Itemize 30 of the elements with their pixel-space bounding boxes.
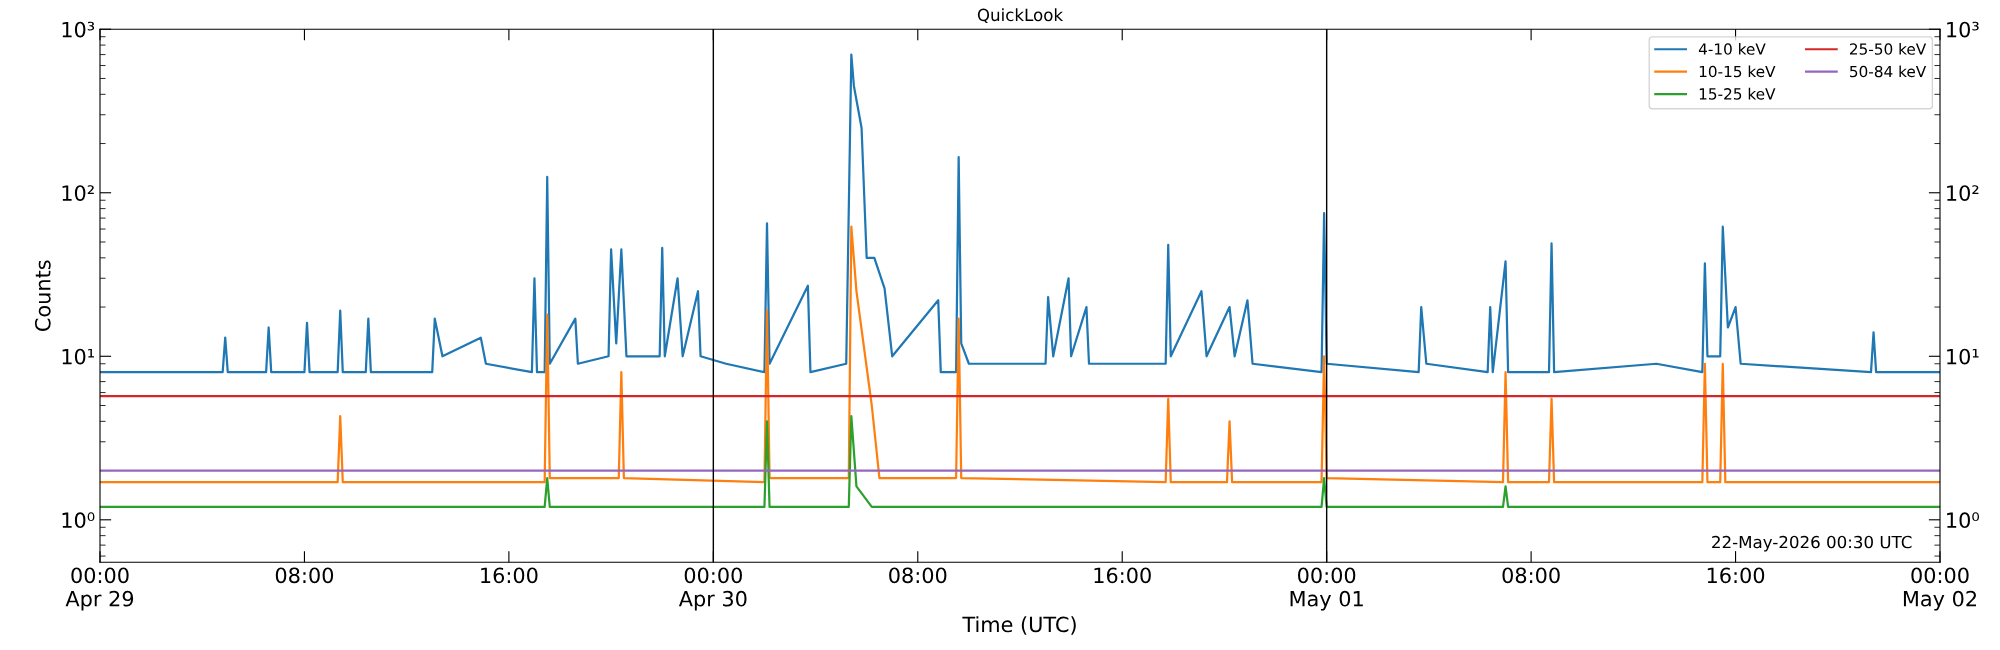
x-axis-title: Time (UTC)	[962, 616, 1076, 635]
x-tick-label: 16:00	[1094, 567, 1151, 584]
legend-label: 10-15 keV	[1699, 65, 1776, 78]
line-series	[100, 225, 1940, 484]
x-tick-label: 08:00	[889, 567, 947, 584]
legend-label: 4-10 keV	[1698, 43, 1766, 55]
y-tick-label: 10²	[62, 185, 94, 201]
text: 10³	[1947, 21, 1979, 38]
annotation: 22-May-2026 00:30 UTC	[1712, 535, 1912, 552]
x-tick-label: 08:00	[1502, 567, 1560, 584]
x-tick-label: 16:00	[481, 567, 538, 584]
x-tick-label: 00:00 May 01	[1290, 567, 1363, 611]
x-tick-label: 16:00	[1707, 567, 1765, 584]
x-tick-label: 00:00 Apr 29	[65, 567, 134, 611]
x-tick-label: 08:00	[275, 567, 334, 584]
line-series	[100, 53, 1940, 374]
legend-label: 15-25 keV	[1699, 87, 1776, 100]
x-tick-label: 00:00 Apr 30	[678, 567, 747, 611]
text: 10¹	[1947, 348, 1979, 365]
text: 10²	[1947, 185, 1979, 201]
chart-title: QuickLook	[977, 8, 1064, 24]
y-tick-label: 10¹	[62, 348, 94, 365]
x-tick-label: 00:00 May 02	[1903, 567, 1977, 611]
y-axis-title: Counts	[34, 260, 51, 331]
y-tick-label: 10³	[62, 21, 95, 38]
y-tick-label: 10⁰	[62, 512, 95, 529]
line-series	[100, 415, 1940, 508]
legend-label: 50-84 keV	[1850, 65, 1927, 78]
text: 10⁰	[1947, 512, 1979, 529]
legend-label: 25-50 keV	[1849, 43, 1927, 55]
